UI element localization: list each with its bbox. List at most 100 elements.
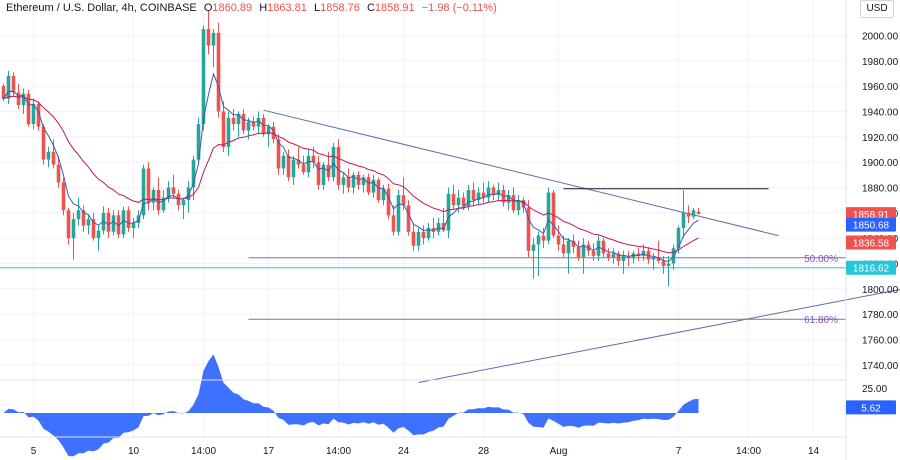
candle-body bbox=[516, 200, 521, 211]
candle-body bbox=[451, 193, 456, 206]
candle-body bbox=[676, 228, 681, 249]
candle-body bbox=[226, 117, 231, 147]
candle-body bbox=[496, 190, 501, 196]
candle-body bbox=[176, 193, 181, 206]
candle-body bbox=[236, 114, 241, 125]
currency-button[interactable]: USD bbox=[860, 0, 894, 18]
candle-body bbox=[506, 195, 511, 203]
price-tick-label: 1960.00 bbox=[862, 82, 899, 93]
candle-body bbox=[1, 86, 6, 99]
candle-body bbox=[266, 126, 271, 135]
candle-body bbox=[616, 253, 621, 261]
candle-body bbox=[686, 212, 691, 217]
candle-body bbox=[531, 244, 536, 251]
candle-body bbox=[11, 76, 16, 93]
candle-body bbox=[206, 29, 211, 46]
low-value: 1858.76 bbox=[320, 2, 360, 14]
candle-body bbox=[611, 253, 616, 258]
candle-body bbox=[301, 164, 306, 173]
candle-body bbox=[351, 174, 356, 188]
ema-slow-line bbox=[3, 95, 699, 254]
symbol-title[interactable]: Ethereum / U.S. Dollar, 4h, COINBASE bbox=[6, 2, 197, 14]
oscillator-area bbox=[3, 354, 699, 457]
fib-50-label: 50.00% bbox=[804, 254, 838, 265]
price-tick-label: 1900.00 bbox=[862, 158, 899, 169]
candle-body bbox=[181, 200, 186, 206]
high-value: 1863.81 bbox=[267, 2, 307, 14]
candle-body bbox=[386, 188, 391, 216]
price-tick-label: 1780.00 bbox=[862, 310, 899, 321]
time-tick-label: 10 bbox=[128, 446, 140, 457]
candle-body bbox=[426, 228, 431, 239]
candle-body bbox=[91, 219, 96, 239]
candle-body bbox=[86, 219, 91, 226]
candle-body bbox=[146, 168, 151, 203]
candle-body bbox=[126, 210, 131, 228]
ascending-support-line bbox=[418, 288, 900, 384]
candle-body bbox=[406, 205, 411, 232]
candle-body bbox=[651, 257, 656, 260]
candle-body bbox=[416, 231, 421, 246]
candle-body bbox=[661, 260, 666, 266]
candle-body bbox=[376, 179, 381, 201]
candle-body bbox=[346, 177, 351, 188]
drawings: 50.00% 61.80% bbox=[0, 109, 900, 384]
ema-slow-label-box bbox=[846, 235, 896, 250]
candle-body bbox=[21, 93, 26, 106]
candle-body bbox=[216, 32, 221, 112]
candle-body bbox=[456, 197, 461, 206]
candle-body bbox=[311, 155, 316, 163]
candle-body bbox=[671, 248, 676, 264]
candle-body bbox=[286, 155, 291, 178]
candle-body bbox=[486, 187, 491, 198]
candle-body bbox=[366, 177, 371, 193]
candle-body bbox=[581, 244, 586, 258]
candle-body bbox=[401, 195, 406, 206]
candle-body bbox=[476, 192, 481, 201]
time-axis[interactable]: 5 10 14:00 17 14:00 24 28 Aug 7 14:00 14 bbox=[31, 446, 820, 457]
candle-body bbox=[41, 126, 46, 160]
candle-body bbox=[251, 121, 256, 127]
candle-body bbox=[591, 250, 596, 256]
candle-body bbox=[691, 210, 696, 217]
candle-body bbox=[541, 235, 546, 241]
candle-body bbox=[171, 187, 176, 194]
candle-body bbox=[221, 111, 226, 147]
candle-body bbox=[396, 195, 401, 232]
ema-slow-label-text: 1836.58 bbox=[853, 238, 890, 249]
candle-body bbox=[556, 235, 561, 245]
time-tick-label: 14:00 bbox=[326, 446, 351, 457]
time-tick-label: 28 bbox=[478, 446, 490, 457]
candle-body bbox=[491, 187, 496, 196]
candle-body bbox=[446, 193, 451, 231]
candle-body bbox=[151, 190, 156, 203]
candle-body bbox=[241, 114, 246, 131]
ema-fast-line bbox=[3, 72, 699, 263]
price-tick-label: 1800.00 bbox=[862, 285, 899, 296]
price-tick-label: 2000.00 bbox=[862, 31, 899, 42]
time-tick-label: 14:00 bbox=[191, 446, 216, 457]
candle-body bbox=[641, 250, 646, 256]
time-tick-label: 24 bbox=[398, 446, 410, 457]
candle-body bbox=[131, 222, 136, 228]
candle-body bbox=[391, 215, 396, 232]
candle-body bbox=[316, 162, 321, 185]
open-value: 1860.89 bbox=[212, 2, 253, 14]
ema-fast-label-box bbox=[846, 217, 896, 232]
candle-body bbox=[256, 117, 261, 127]
oscillator-pane bbox=[3, 354, 699, 457]
candle-body bbox=[6, 76, 11, 99]
candle-body bbox=[26, 93, 31, 125]
price-tick-label: 1940.00 bbox=[862, 107, 899, 118]
price-tick-label: 1740.00 bbox=[862, 361, 899, 372]
last-price-label-text: 1858.91 bbox=[853, 210, 890, 221]
candle-body bbox=[526, 207, 531, 251]
candle-body bbox=[371, 179, 376, 193]
candle-body bbox=[601, 240, 606, 254]
candle-body bbox=[16, 92, 21, 106]
candle-body bbox=[361, 177, 366, 185]
time-tick-label: 14:00 bbox=[736, 446, 761, 457]
candle-body bbox=[441, 222, 446, 231]
